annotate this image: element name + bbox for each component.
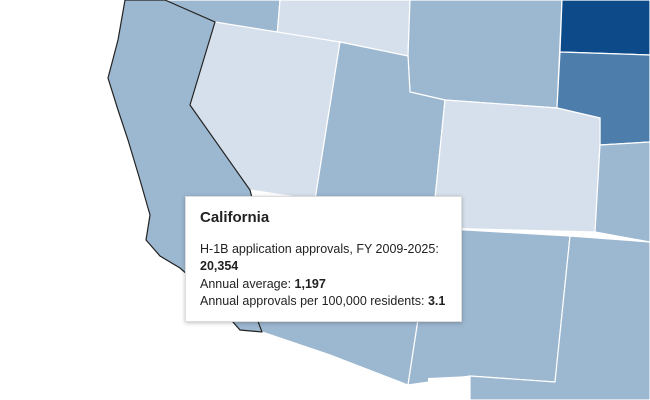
tooltip-lines: H-1B application approvals, FY 2009-2025… <box>200 241 447 311</box>
land-outside <box>428 376 470 400</box>
tooltip-line: Annual average: 1,197 <box>200 276 447 294</box>
tooltip-line: Annual approvals per 100,000 residents: … <box>200 293 447 311</box>
land-outside <box>262 332 430 400</box>
line-label: Annual average: <box>200 276 292 291</box>
tooltip-title: California <box>200 209 270 226</box>
region[interactable] <box>469 235 650 400</box>
tooltip-line: H-1B application approvals, FY 2009-2025… <box>200 241 447 276</box>
line-label: H-1B application approvals, FY 2009-2025… <box>200 241 439 256</box>
region[interactable] <box>594 141 650 243</box>
line-value: 20,354 <box>200 259 239 273</box>
line-label: Annual approvals per 100,000 residents: <box>200 294 425 308</box>
region[interactable] <box>407 0 563 109</box>
region[interactable] <box>559 0 650 56</box>
tooltip: California H-1B application approvals, F… <box>185 196 462 322</box>
line-value: 3.1 <box>427 294 446 308</box>
line-value: 1,197 <box>294 276 326 291</box>
